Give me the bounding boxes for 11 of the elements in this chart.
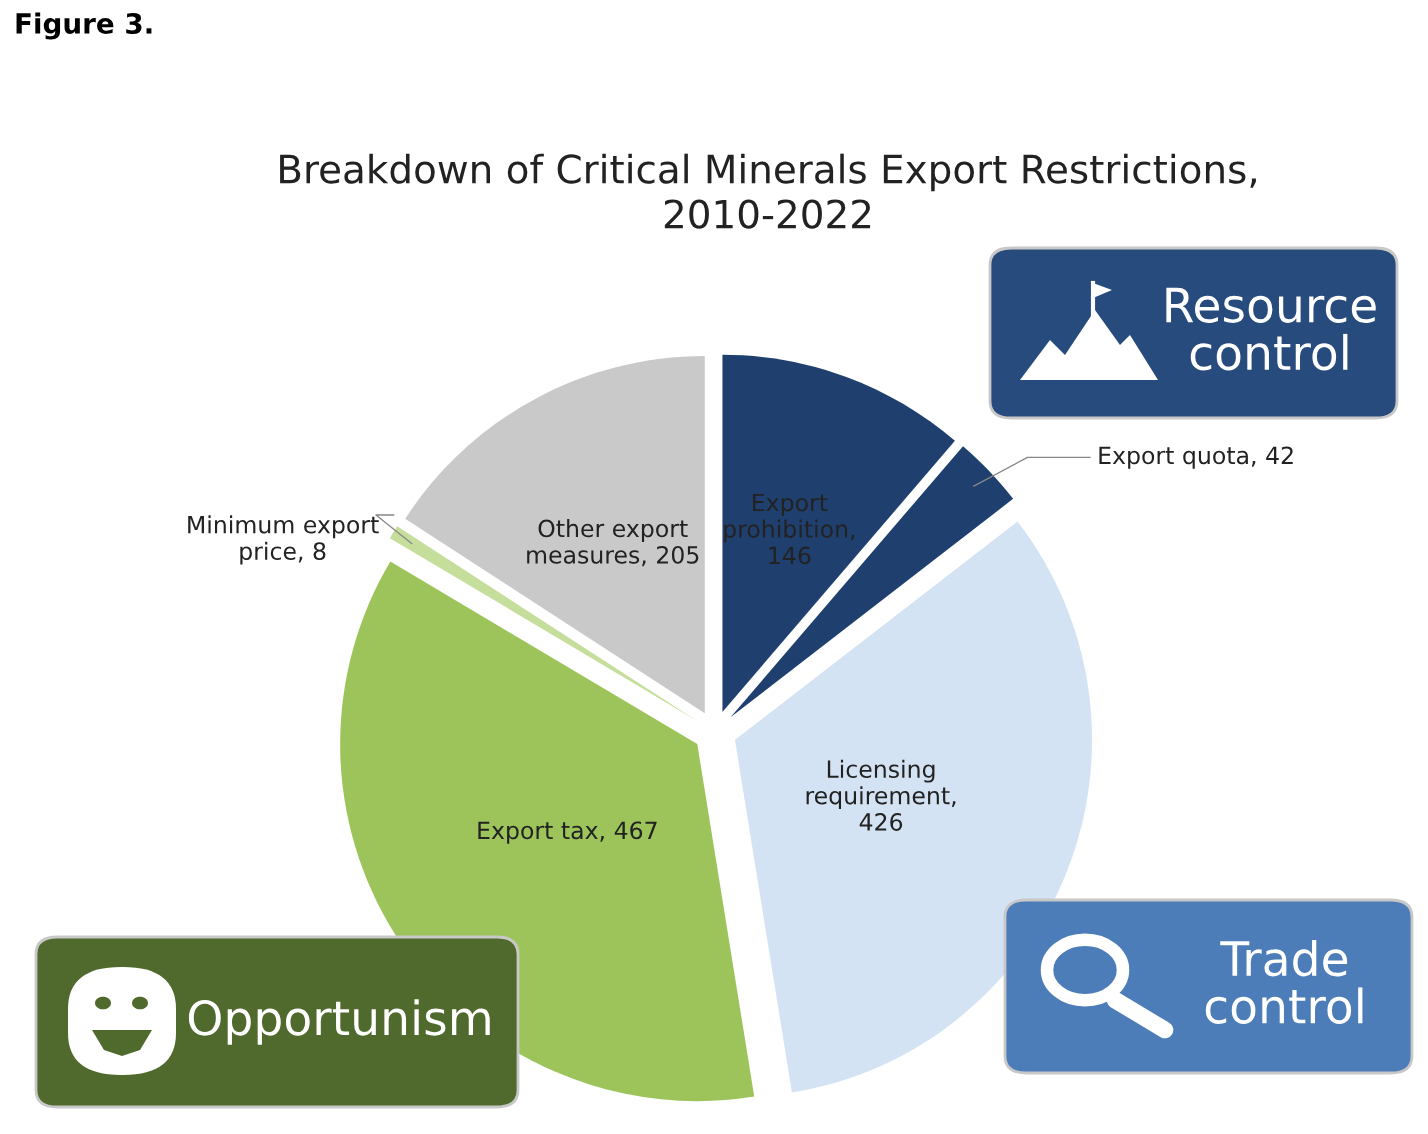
- text: Trade control: [1205, 939, 1363, 1024]
- chart-title: Breakdown of Critical Minerals Export Restrictions, 2010-2022: [280, 153, 1256, 229]
- slice-label: Export tax, 467: [478, 821, 657, 844]
- caption: Figure 3.: [16, 12, 152, 40]
- slice-label: Other export measures, 205: [527, 519, 699, 567]
- slice-label: Export prohibition, 146: [724, 493, 855, 565]
- text: Opportunism: [188, 999, 490, 1045]
- text: Resource control: [1166, 287, 1376, 371]
- slice-label: Export quota, 42: [1099, 446, 1293, 469]
- slice-label: Licensing requirement, 426: [806, 759, 956, 831]
- slice-label: Minimum export price, 8: [188, 515, 379, 565]
